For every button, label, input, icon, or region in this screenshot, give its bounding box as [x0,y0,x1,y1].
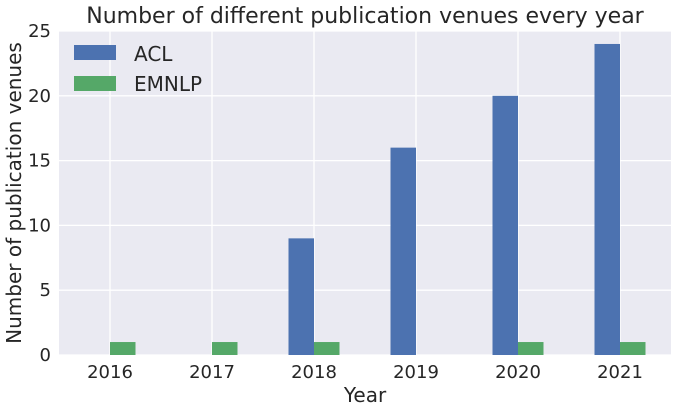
y-tick-label: 0 [40,345,51,366]
chart-title: Number of different publication venues e… [86,4,644,29]
legend-swatch-emnlp [74,76,116,91]
x-tick-label: 2021 [597,362,643,383]
y-axis-label: Number of publication venues [2,42,26,344]
legend-swatch-acl [74,45,116,60]
y-tick-label: 5 [40,280,51,301]
bar-emnlp-2016 [110,342,136,355]
legend-label-acl: ACL [134,42,173,66]
bar-emnlp-2020 [518,342,544,355]
x-tick-label: 2020 [495,362,541,383]
x-tick-labels: 2016 2017 2018 2019 2020 2021 [87,362,643,383]
x-tick-label: 2016 [87,362,133,383]
x-axis-label: Year [343,383,387,407]
bars [110,43,646,356]
bar-emnlp-2018 [314,342,340,355]
y-tick-label: 10 [28,215,51,236]
y-tick-labels: 0 5 10 15 20 25 [28,21,51,366]
bar-acl-2019 [390,147,416,355]
x-tick-label: 2017 [189,362,235,383]
x-tick-label: 2019 [393,362,439,383]
y-tick-label: 25 [28,21,51,42]
bar-emnlp-2017 [212,342,238,355]
y-tick-label: 20 [28,86,51,107]
y-tick-label: 15 [28,151,51,172]
legend: ACL EMNLP [74,42,202,96]
plot-area [59,31,671,355]
bar-emnlp-2021 [620,342,646,355]
bar-acl-2020 [492,95,518,356]
bar-acl-2021 [594,43,620,356]
legend-label-emnlp: EMNLP [134,72,202,96]
x-tick-label: 2018 [291,362,337,383]
bar-acl-2018 [288,238,314,355]
